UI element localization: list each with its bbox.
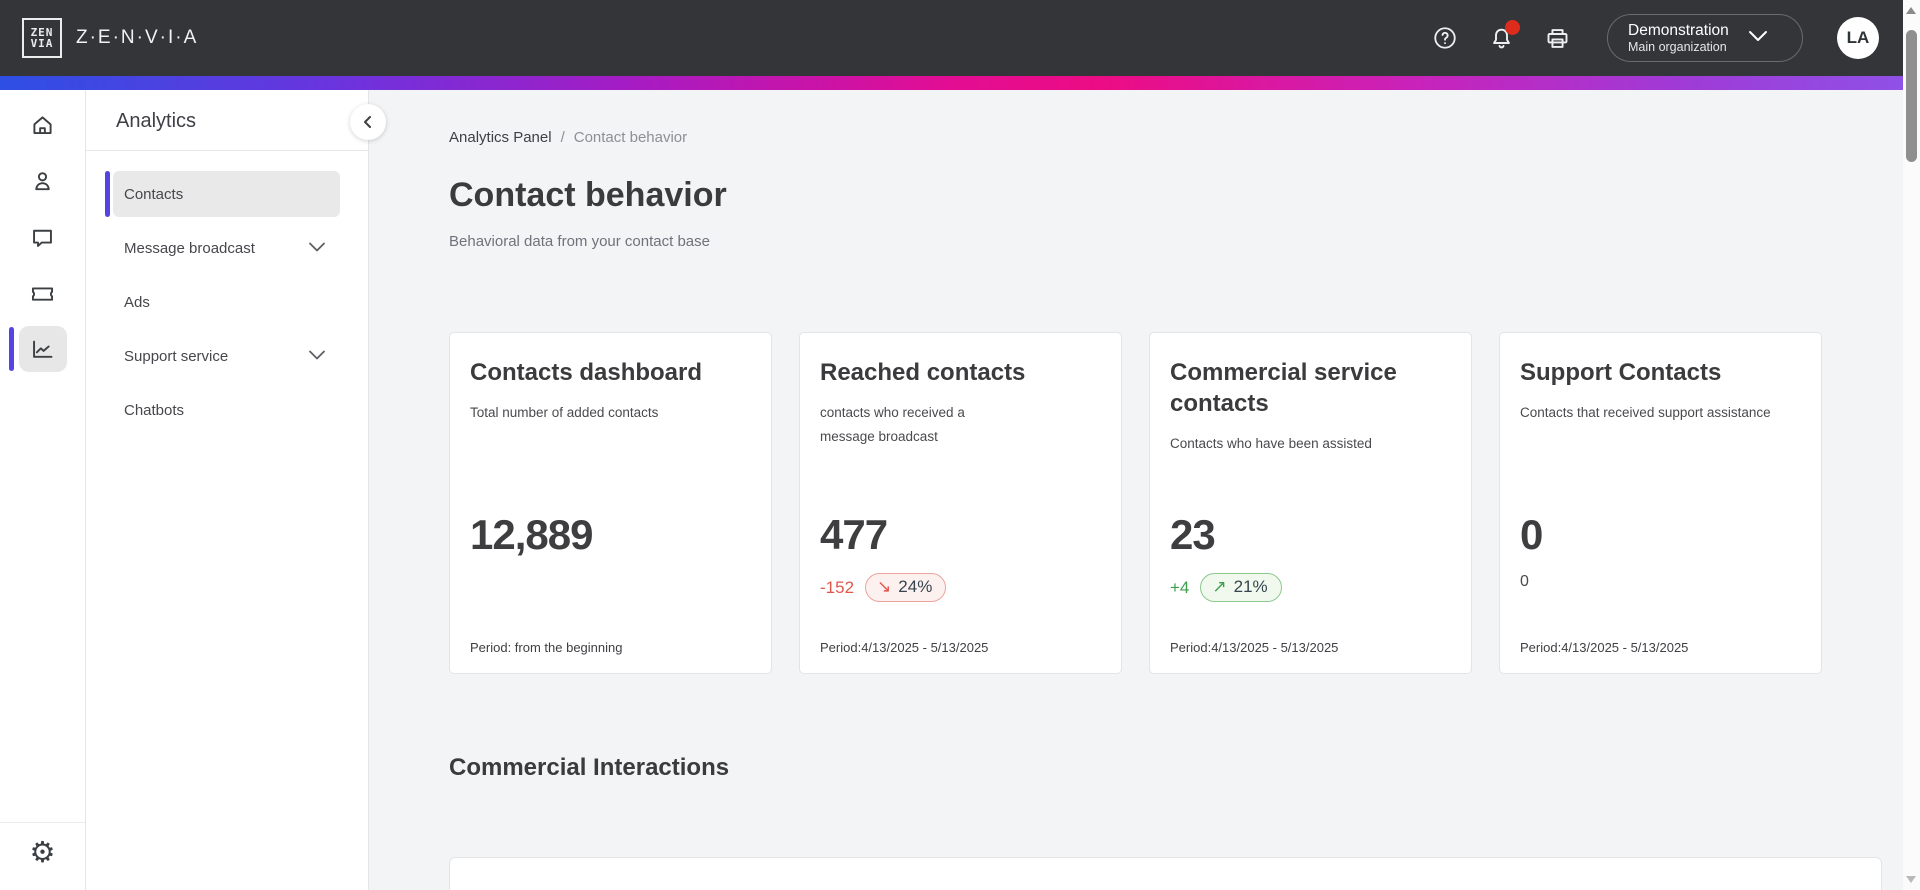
icon-rail: ⚙ xyxy=(0,90,86,890)
organization-name: Demonstration xyxy=(1628,21,1729,39)
chevron-down-icon xyxy=(308,240,326,257)
ticket-icon xyxy=(31,286,54,301)
sidebar-item-conversations[interactable] xyxy=(19,214,67,260)
analytics-chart-icon xyxy=(33,340,53,358)
menu-item-label: Chatbots xyxy=(124,401,185,419)
sidebar-item-contacts[interactable] xyxy=(19,158,67,204)
brand-wordmark: Z·E·N·V·I·A xyxy=(76,27,199,48)
menu-item-ads[interactable]: Ads xyxy=(113,279,340,325)
logo-text-top: ZEN xyxy=(30,26,54,39)
menu-item-label: Ads xyxy=(124,293,150,311)
card-description: Total number of added contacts xyxy=(470,405,659,420)
rail-bottom-section: ⚙ xyxy=(0,822,85,890)
menu-item-label: Support service xyxy=(124,347,229,365)
card-description: Contacts that received support assistanc… xyxy=(1520,405,1771,420)
sidebar-item-home[interactable] xyxy=(19,102,67,148)
card-value: 477 xyxy=(820,511,888,558)
card-title: Contacts dashboard xyxy=(470,359,703,386)
card-value: 23 xyxy=(1170,511,1216,558)
analytics-panel: Analytics Contacts Message broadcast Ads… xyxy=(86,90,386,890)
organization-labels: Demonstration Main organization xyxy=(1628,21,1729,56)
user-avatar[interactable]: LA xyxy=(1837,17,1879,59)
zenvia-brand[interactable]: ZEN VIA Z·E·N·V·I·A xyxy=(22,18,198,58)
home-icon xyxy=(33,115,52,134)
scrollbar-down-arrow-icon[interactable] xyxy=(1906,876,1916,883)
notifications-bell-icon[interactable] xyxy=(1487,20,1520,52)
chevron-down-icon xyxy=(308,348,326,365)
printer-icon[interactable] xyxy=(1543,24,1571,52)
card-description: Contacts who have been assisted xyxy=(1170,436,1372,451)
logo-text-bottom: VIA xyxy=(30,37,54,50)
zenvia-logo-icon: ZEN VIA xyxy=(22,18,62,58)
panel-divider xyxy=(86,150,368,151)
delta-value: -152 xyxy=(820,577,855,597)
card-period: Period: from the beginning xyxy=(470,640,623,655)
brand-gradient-bar xyxy=(0,76,1903,90)
card-title: Commercial service contacts xyxy=(1170,359,1397,417)
settings-gear-icon[interactable]: ⚙ xyxy=(29,837,56,869)
breadcrumb-current: Contact behavior xyxy=(573,129,688,146)
scrollbar-up-arrow-icon[interactable] xyxy=(1906,7,1916,14)
top-bar-actions: Demonstration Main organization LA xyxy=(1431,14,1879,62)
card-trend-row: 0 xyxy=(1520,573,1529,591)
card-trend-row: -152 ↘ 24% xyxy=(820,573,947,602)
panel-title: Analytics xyxy=(116,110,197,132)
delta-value: +4 xyxy=(1170,577,1190,597)
kpi-cards-row: Contacts dashboard Total number of added… xyxy=(449,332,1903,674)
trend-down-icon: ↘ xyxy=(877,577,892,596)
menu-item-label: Contacts xyxy=(124,185,184,203)
card-reached-contacts: Reached contacts contacts who received a… xyxy=(799,332,1122,674)
chevron-left-icon xyxy=(364,116,371,128)
card-value: 12,889 xyxy=(470,511,593,558)
chevron-down-icon xyxy=(1747,29,1769,48)
organization-subtitle: Main organization xyxy=(1628,39,1727,54)
card-period: Period:4/13/2025 - 5/13/2025 xyxy=(1170,640,1339,655)
menu-item-label: Message broadcast xyxy=(124,239,255,257)
menu-item-chatbots[interactable]: Chatbots xyxy=(113,387,340,433)
card-period: Period:4/13/2025 - 5/13/2025 xyxy=(1520,640,1689,655)
card-support-contacts: Support Contacts Contacts that received … xyxy=(1499,332,1822,674)
chat-bubble-icon xyxy=(33,229,52,247)
sidebar-item-tickets[interactable] xyxy=(19,270,67,316)
card-title: Reached contacts xyxy=(820,359,1026,386)
card-period: Period:4/13/2025 - 5/13/2025 xyxy=(820,640,989,655)
menu-item-support-service[interactable]: Support service xyxy=(113,333,340,379)
person-icon xyxy=(35,171,50,190)
collapse-panel-button[interactable] xyxy=(350,104,386,140)
breadcrumb-analytics-panel[interactable]: Analytics Panel xyxy=(449,129,552,146)
commercial-interactions-card-edge xyxy=(449,857,1882,890)
card-value: 0 xyxy=(1520,511,1543,558)
analytics-menu: Contacts Message broadcast Ads Support s… xyxy=(86,151,368,433)
breadcrumb-separator: / xyxy=(560,129,565,146)
delta-value: 0 xyxy=(1520,573,1529,590)
card-trend-row: +4 ↗ 21% xyxy=(1170,573,1282,602)
top-bar: ZEN VIA Z·E·N·V·I·A xyxy=(0,0,1903,76)
notification-badge xyxy=(1505,20,1520,35)
breadcrumb: Analytics Panel / Contact behavior xyxy=(449,128,1903,148)
menu-item-message-broadcast[interactable]: Message broadcast xyxy=(113,225,340,271)
page-subtitle: Behavioral data from your contact base xyxy=(449,233,710,250)
organization-switcher[interactable]: Demonstration Main organization xyxy=(1607,14,1803,62)
menu-item-contacts[interactable]: Contacts xyxy=(105,171,340,217)
help-icon[interactable] xyxy=(1431,24,1459,52)
section-title-commercial-interactions: Commercial Interactions xyxy=(449,754,730,781)
card-title: Support Contacts xyxy=(1520,359,1722,386)
sidebar-item-analytics[interactable] xyxy=(8,326,67,372)
main-content: Analytics Panel / Contact behavior Conta… xyxy=(369,90,1903,890)
trend-up-icon: ↗ xyxy=(1212,577,1227,596)
page-title: Contact behavior xyxy=(449,176,727,214)
trend-percent: 21% xyxy=(1233,577,1268,596)
trend-badge: ↗ 21% xyxy=(1200,573,1282,602)
page-scrollbar[interactable] xyxy=(1903,0,1920,890)
trend-badge: ↘ 24% xyxy=(865,573,947,602)
card-description: contacts who received a message broadcas… xyxy=(820,405,965,444)
trend-percent: 24% xyxy=(898,577,933,596)
scrollbar-thumb[interactable] xyxy=(1906,30,1917,162)
card-contacts-dashboard: Contacts dashboard Total number of added… xyxy=(449,332,772,674)
card-commercial-service-contacts: Commercial service contacts Contacts who… xyxy=(1149,332,1472,674)
